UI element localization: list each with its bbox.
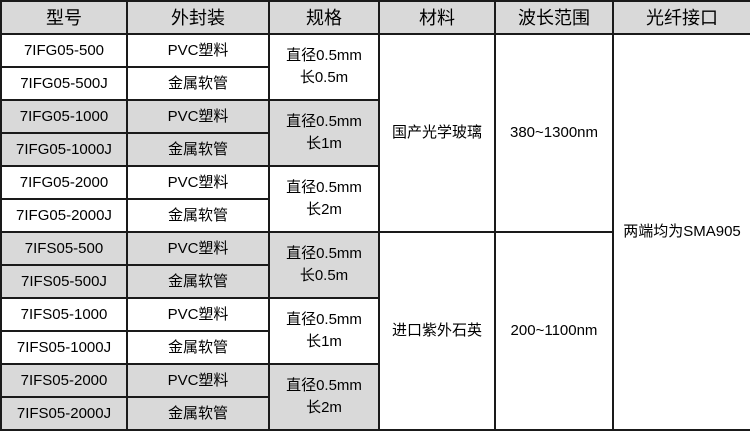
table-row: 7IFS05-2000 PVC塑料 直径0.5mm 长2m	[0, 363, 750, 431]
column-header: 波长范围	[494, 0, 614, 35]
table-row: 7IFG05-500J 金属软管	[0, 66, 750, 101]
package-cell: PVC塑料	[126, 363, 270, 398]
model-cell: 7IFG05-2000	[0, 165, 128, 200]
spec-length: 长1m	[306, 135, 342, 152]
package-cell: PVC塑料	[126, 99, 270, 134]
table-row: 7IFG05-2000 PVC塑料 直径0.5mm 长2m	[0, 165, 750, 233]
material-cell: 进口紫外石英	[378, 231, 496, 431]
spec-length: 长0.5m	[299, 267, 349, 284]
header-row: 型号 外封装 规格 材料 波长范围 光纤接口	[0, 0, 750, 35]
column-header: 光纤接口	[612, 0, 750, 35]
package-cell: PVC塑料	[126, 231, 270, 266]
spec-length: 长1m	[306, 333, 342, 350]
spec-cell: 直径0.5mm 长0.5m	[268, 33, 380, 101]
spec-diameter: 直径0.5mm	[286, 377, 362, 394]
wavelength-cell: 380~1300nm	[494, 33, 614, 233]
spec-cell: 直径0.5mm 长0.5m	[268, 231, 380, 299]
table-row: 7IFS05-1000 PVC塑料 直径0.5mm 长1m	[0, 297, 750, 365]
package-cell: 金属软管	[126, 264, 270, 299]
model-cell: 7IFS05-500	[0, 231, 128, 266]
spec-cell: 直径0.5mm 长1m	[268, 297, 380, 365]
spec-diameter: 直径0.5mm	[286, 311, 362, 328]
table-row: 7IFG05-2000J 金属软管	[0, 198, 750, 233]
table-row: 7IFG05-1000 PVC塑料 直径0.5mm 长1m	[0, 99, 750, 167]
package-cell: 金属软管	[126, 66, 270, 101]
spec-diameter: 直径0.5mm	[286, 245, 362, 262]
model-cell: 7IFS05-2000J	[0, 396, 128, 431]
spec-length: 长2m	[306, 399, 342, 416]
table-row: 7IFS05-1000J 金属软管	[0, 330, 750, 365]
model-cell: 7IFG05-1000J	[0, 132, 128, 167]
material-cell: 国产光学玻璃	[378, 33, 496, 233]
spec-diameter: 直径0.5mm	[286, 47, 362, 64]
model-cell: 7IFG05-2000J	[0, 198, 128, 233]
package-cell: 金属软管	[126, 396, 270, 431]
model-cell: 7IFS05-1000J	[0, 330, 128, 365]
package-cell: PVC塑料	[126, 33, 270, 68]
spec-cell: 直径0.5mm 长2m	[268, 165, 380, 233]
package-cell: 金属软管	[126, 198, 270, 233]
table-row: 7IFS05-2000J 金属软管	[0, 396, 750, 431]
spec-cell: 直径0.5mm 长1m	[268, 99, 380, 167]
spec-diameter: 直径0.5mm	[286, 113, 362, 130]
spec-length: 长0.5m	[299, 69, 349, 86]
table-row: 7IFS05-500 PVC塑料 直径0.5mm 长0.5m 进口紫外石英 200~110…	[0, 231, 750, 431]
package-cell: 金属软管	[126, 132, 270, 167]
model-cell: 7IFG05-500J	[0, 66, 128, 101]
wavelength-cell: 200~1100nm	[494, 231, 614, 431]
model-cell: 7IFG05-1000	[0, 99, 128, 134]
model-cell: 7IFS05-1000	[0, 297, 128, 332]
table-row: 7IFG05-1000J 金属软管	[0, 132, 750, 167]
spec-length: 长2m	[306, 201, 342, 218]
table-row: 7IFG05-500 PVC塑料 直径0.5mm 长0.5m 国产光学玻璃 380~130…	[0, 33, 750, 431]
table-row: 7IFS05-500J 金属软管	[0, 264, 750, 299]
model-cell: 7IFS05-2000	[0, 363, 128, 398]
package-cell: 金属软管	[126, 330, 270, 365]
interface-cell: 两端均为SMA905	[612, 33, 750, 431]
package-cell: PVC塑料	[126, 297, 270, 332]
column-header: 型号	[0, 0, 128, 35]
package-cell: PVC塑料	[126, 165, 270, 200]
model-cell: 7IFG05-500	[0, 33, 128, 68]
spec-diameter: 直径0.5mm	[286, 179, 362, 196]
model-cell: 7IFS05-500J	[0, 264, 128, 299]
column-header: 材料	[378, 0, 496, 35]
column-header: 外封装	[126, 0, 270, 35]
spec-cell: 直径0.5mm 长2m	[268, 363, 380, 431]
column-header: 规格	[268, 0, 380, 35]
